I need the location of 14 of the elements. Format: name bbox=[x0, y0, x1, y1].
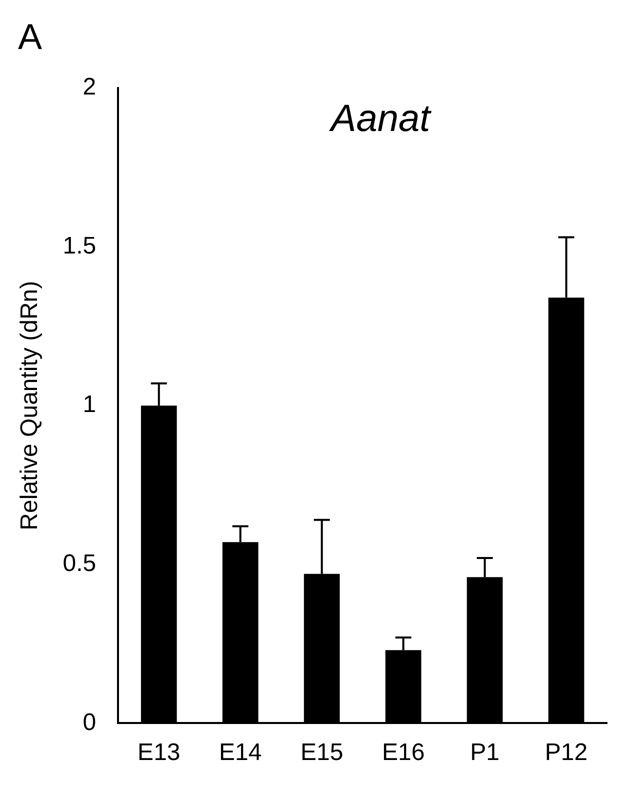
x-tick-label: P12 bbox=[544, 739, 588, 766]
y-tick-label: 0.5 bbox=[62, 550, 96, 578]
x-tick-label: E14 bbox=[219, 739, 262, 766]
y-axis-title: Relative Quantity (dRn) bbox=[16, 280, 44, 530]
text: A bbox=[18, 16, 42, 58]
y-tick-label: 1 bbox=[82, 391, 96, 418]
x-tick-label: E15 bbox=[300, 739, 344, 766]
y-tick-label: 2 bbox=[82, 74, 96, 101]
x-tick-label: E13 bbox=[138, 739, 180, 766]
chart-title: Aanat bbox=[328, 98, 432, 141]
x-tick-label: E16 bbox=[382, 739, 425, 766]
y-tick-label: 1.5 bbox=[62, 232, 96, 260]
y-tick-label: 0 bbox=[82, 708, 96, 736]
x-tick-label: P1 bbox=[470, 739, 500, 766]
